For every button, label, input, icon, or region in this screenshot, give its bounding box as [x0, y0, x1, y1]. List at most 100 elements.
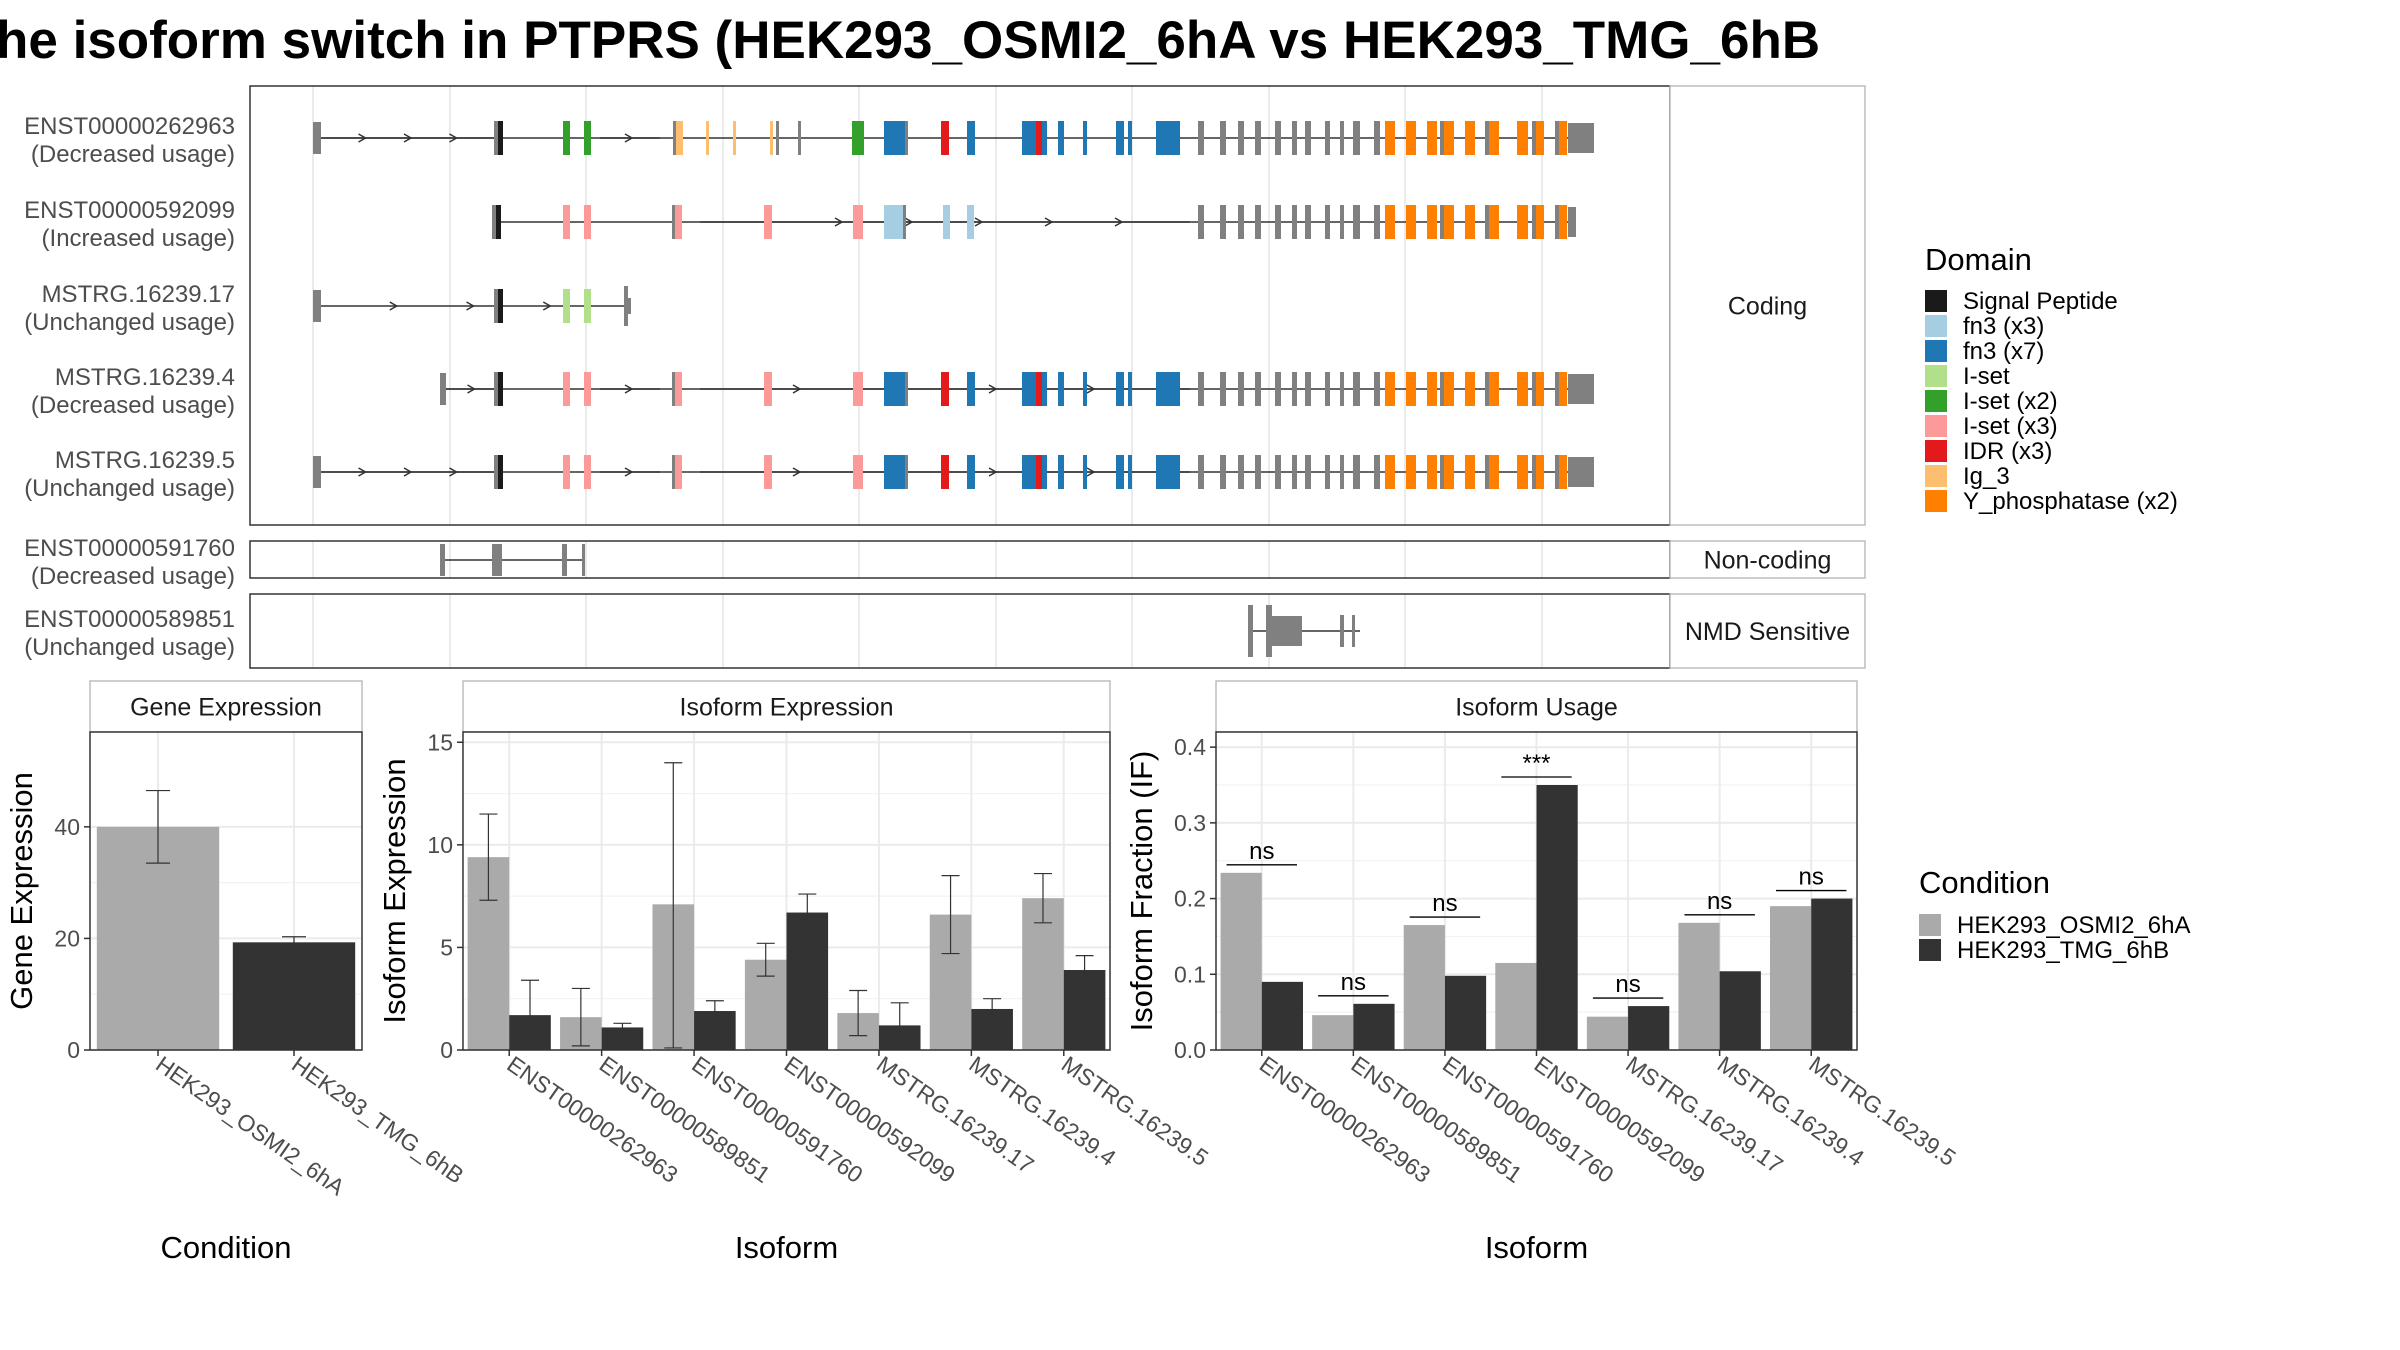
x-tick-label: ENST00000262963 [502, 1051, 682, 1188]
exon [1440, 455, 1444, 489]
exon [675, 455, 682, 489]
y-axis-title: Isoform Fraction (IF) [1124, 751, 1159, 1032]
x-tick-label: ENST00000589851 [1346, 1051, 1526, 1188]
condition-legend-label: HEK293_OSMI2_6hA [1957, 912, 2190, 939]
exon [624, 286, 628, 326]
exon [1385, 121, 1395, 155]
domain-legend-label: I-set (x2) [1963, 388, 2058, 415]
exon [675, 372, 682, 406]
transcript-id: MSTRG.16239.4 [55, 364, 235, 391]
intron-arrow [466, 301, 476, 311]
exon [764, 205, 772, 239]
nmd-panel-bg [250, 594, 1670, 668]
domain-legend-key [1925, 290, 1947, 312]
exon [733, 121, 736, 155]
exon [1128, 121, 1132, 155]
exon [853, 455, 863, 489]
transcript-id: ENST00000262963 [24, 113, 235, 140]
exon [1220, 205, 1226, 239]
x-tick-label: MSTRG.16239.17 [1621, 1051, 1788, 1179]
exon [1168, 372, 1176, 406]
significance-label: ns [1707, 888, 1732, 915]
y-tick-label: 0.3 [1174, 810, 1206, 836]
exon [798, 121, 801, 155]
x-tick-label: ENST00000589851 [595, 1051, 775, 1188]
exon [584, 372, 591, 406]
exon [1022, 121, 1028, 155]
exon [903, 205, 906, 239]
exon [893, 121, 905, 155]
bar [1444, 975, 1487, 1050]
intron-arrow [974, 217, 984, 227]
exon [967, 121, 975, 155]
chart-strip [89, 680, 363, 733]
bar [1586, 1016, 1629, 1050]
domain-legend-label: IDR (x3) [1963, 438, 2052, 465]
utr [1568, 123, 1594, 153]
exon [1374, 205, 1380, 239]
transcript-id: ENST00000592099 [24, 197, 235, 224]
exon [1559, 455, 1567, 489]
exon [1292, 205, 1297, 239]
exon [1168, 455, 1176, 489]
exon [1406, 121, 1416, 155]
exon [313, 122, 321, 154]
noncoding-panel-strip-label: Non-coding [1704, 547, 1832, 575]
nmd-panel-strip-label: NMD Sensitive [1685, 618, 1850, 646]
exon [1275, 205, 1281, 239]
bar-charts: Gene Expression02040HEK293_OSMI2_6hAHEK2… [4, 680, 1961, 1265]
exon [967, 372, 975, 406]
exon [562, 544, 567, 576]
exon [1385, 455, 1395, 489]
exon [1489, 121, 1499, 155]
exon [1353, 205, 1360, 239]
exon [563, 372, 570, 406]
exon [1532, 372, 1536, 406]
intron-arrow [792, 467, 802, 477]
domain-legend-key [1925, 340, 1947, 362]
exon [1176, 455, 1180, 489]
bar [1770, 906, 1812, 1050]
nmd-panel-strip [1669, 593, 1866, 669]
exon [498, 121, 503, 155]
intron-arrow [358, 133, 368, 143]
x-axis-title: Condition [161, 1230, 292, 1265]
exon [676, 121, 683, 155]
exon [1406, 372, 1416, 406]
exon [967, 455, 975, 489]
exon [1058, 121, 1064, 155]
exon [1238, 372, 1244, 406]
bar [1261, 981, 1303, 1050]
exon [884, 372, 893, 406]
bar [1811, 898, 1853, 1050]
exon [941, 121, 949, 155]
x-axis-title: Isoform [1485, 1230, 1588, 1265]
transcript-id: ENST00000589851 [24, 606, 235, 633]
exon [1036, 455, 1042, 489]
bar [96, 826, 220, 1050]
intron-arrow [1044, 217, 1054, 227]
x-tick-label: ENST00000591760 [687, 1051, 867, 1188]
intron-arrow [449, 467, 459, 477]
exon [494, 289, 498, 323]
exon [941, 455, 949, 489]
exon [706, 121, 709, 155]
exon [1248, 605, 1253, 657]
transcript-usage: (Unchanged usage) [24, 475, 235, 502]
exon [1198, 372, 1204, 406]
exon [905, 372, 908, 406]
domain-legend-label: Y_phosphatase (x2) [1963, 488, 2178, 515]
intron-arrow [389, 301, 399, 311]
exon [1485, 205, 1489, 239]
exon [1238, 455, 1244, 489]
chart-panel-border [1215, 731, 1858, 1051]
bar [601, 1027, 644, 1050]
exon [1517, 455, 1528, 489]
exon [1406, 205, 1416, 239]
domain-legend-label: fn3 (x7) [1963, 338, 2044, 365]
domain-legend-key [1925, 315, 1947, 337]
exon [1427, 455, 1437, 489]
utr [1568, 457, 1594, 487]
domain-legend-key [1925, 440, 1947, 462]
